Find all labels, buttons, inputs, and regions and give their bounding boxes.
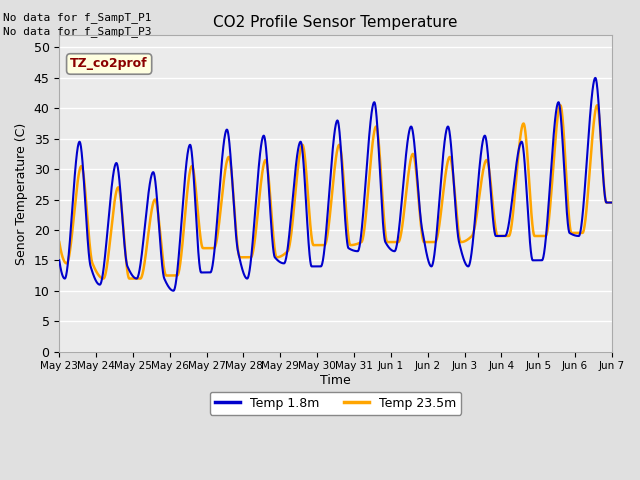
Temp 23.5m	[56, 239, 63, 245]
Temp 23.5m	[457, 239, 465, 245]
X-axis label: Time: Time	[320, 374, 351, 387]
Temp 23.5m	[608, 200, 616, 205]
Legend: Temp 1.8m, Temp 23.5m: Temp 1.8m, Temp 23.5m	[210, 392, 461, 415]
Line: Temp 1.8m: Temp 1.8m	[60, 78, 612, 291]
Line: Temp 23.5m: Temp 23.5m	[60, 105, 612, 278]
Temp 23.5m	[292, 183, 300, 189]
Temp 23.5m	[125, 276, 133, 281]
Temp 1.8m	[170, 288, 177, 294]
Temp 1.8m	[292, 162, 300, 168]
Title: CO2 Profile Sensor Temperature: CO2 Profile Sensor Temperature	[213, 15, 458, 30]
Text: No data for f_SampT_P1: No data for f_SampT_P1	[3, 12, 152, 23]
Temp 23.5m	[557, 102, 564, 108]
Temp 1.8m	[318, 262, 326, 267]
Temp 23.5m	[591, 108, 599, 114]
Temp 1.8m	[564, 218, 572, 224]
Temp 23.5m	[318, 242, 326, 248]
Temp 23.5m	[564, 197, 572, 203]
Y-axis label: Senor Temperature (C): Senor Temperature (C)	[15, 122, 28, 264]
Text: No data for f_SampT_P3: No data for f_SampT_P3	[3, 26, 152, 37]
Temp 23.5m	[288, 228, 296, 234]
Temp 1.8m	[591, 75, 599, 81]
Temp 1.8m	[56, 257, 63, 263]
Temp 1.8m	[457, 247, 465, 252]
Temp 1.8m	[608, 200, 616, 205]
Text: TZ_co2prof: TZ_co2prof	[70, 58, 148, 71]
Temp 1.8m	[288, 208, 296, 214]
Temp 1.8m	[591, 75, 599, 81]
